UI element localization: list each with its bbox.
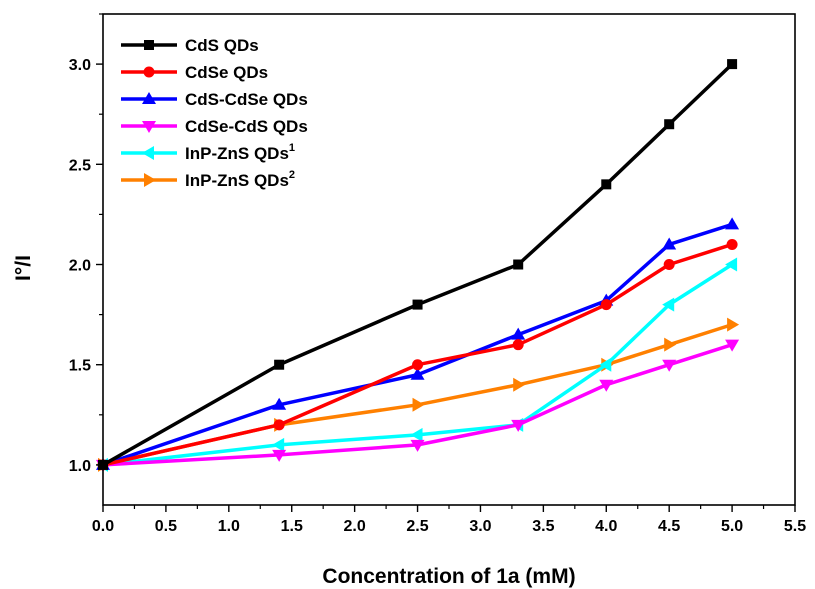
- legend-swatch-marker: [143, 66, 155, 78]
- data-point: [601, 179, 612, 190]
- x-tick-label: 0.0: [92, 518, 114, 535]
- series-layer: [96, 59, 740, 472]
- legend-swatch-marker: [144, 40, 154, 50]
- legend-label-superscript: 1: [289, 142, 295, 154]
- axes-layer: 0.0 0.5 1.0 1.5 2.0 2.5 3.0 3.5 4.0 4.5 5.0 5.5 1.0 1…: [69, 13, 806, 535]
- legend-label: CdS-CdSe QDs: [185, 90, 308, 109]
- legend-label: CdSe QDs: [185, 63, 268, 82]
- data-point: [511, 419, 526, 432]
- x-tick-label: 5.5: [784, 518, 806, 535]
- data-point: [599, 357, 612, 372]
- x-tick-label: 3.0: [469, 518, 491, 535]
- data-point: [599, 379, 614, 392]
- y-axis-title: I°/I: [12, 255, 35, 281]
- legend-item-2: CdS-CdSe QDs: [121, 90, 308, 109]
- legend-label: InP-ZnS QDs1: [185, 142, 295, 163]
- legend-item-1: CdSe QDs: [121, 63, 268, 82]
- data-point: [725, 339, 740, 352]
- data-point: [272, 449, 287, 462]
- data-point: [725, 217, 740, 230]
- data-point: [412, 299, 423, 310]
- legend-label-text: CdS-CdSe QDs: [185, 90, 308, 109]
- legend-label-text: CdSe QDs: [185, 63, 268, 82]
- y-tick-label: 1.5: [69, 358, 91, 375]
- x-tick-label: 3.5: [532, 518, 554, 535]
- series-line: [102, 222, 733, 467]
- data-point: [274, 359, 285, 370]
- data-point: [272, 397, 287, 410]
- data-point: [727, 59, 738, 70]
- x-tick-label: 2.5: [406, 518, 428, 535]
- x-tick-label: 4.0: [595, 518, 617, 535]
- data-point: [273, 419, 285, 431]
- data-point: [272, 437, 285, 452]
- data-point: [662, 237, 677, 250]
- data-point: [412, 359, 424, 371]
- y-tick-label: 2.5: [69, 157, 91, 174]
- legend-label: CdS QDs: [185, 36, 259, 55]
- data-point: [410, 367, 425, 380]
- legend-item-5: InP-ZnS QDs2: [121, 169, 295, 190]
- y-tick-label: 3.0: [69, 57, 91, 74]
- data-point: [410, 427, 423, 442]
- x-tick-label: 1.5: [281, 518, 303, 535]
- data-point: [664, 337, 677, 352]
- legend-label: CdSe-CdS QDs: [185, 117, 308, 136]
- legend-label: InP-ZnS QDs2: [185, 169, 295, 190]
- x-tick-label: 1.0: [218, 518, 240, 535]
- legend-label-text: InP-ZnS QDs: [185, 171, 289, 190]
- x-tick-label: 5.0: [721, 518, 743, 535]
- x-tick-label: 0.5: [155, 518, 177, 535]
- data-point: [663, 259, 675, 271]
- data-point: [600, 299, 612, 311]
- x-axis-title: Concentration of 1a (mM): [322, 565, 575, 588]
- data-point: [512, 339, 524, 351]
- legend-label-superscript: 2: [289, 169, 295, 181]
- y-tick-label: 1.0: [69, 458, 91, 475]
- data-point: [664, 119, 675, 130]
- data-point: [725, 257, 738, 272]
- data-point: [412, 397, 425, 412]
- legend-swatch-marker: [142, 121, 156, 133]
- data-point: [513, 259, 524, 270]
- legend-item-3: CdSe-CdS QDs: [121, 117, 308, 136]
- legend-swatch-marker: [144, 173, 156, 187]
- data-point: [410, 439, 425, 452]
- data-point: [662, 297, 675, 312]
- legend-item-0: CdS QDs: [121, 36, 259, 55]
- legend-label-text: InP-ZnS QDs: [185, 144, 289, 163]
- legend-label-text: CdSe-CdS QDs: [185, 117, 308, 136]
- y-tick-label: 2.0: [69, 258, 91, 275]
- legend-label-text: CdS QDs: [185, 36, 259, 55]
- data-point: [511, 327, 526, 340]
- legend-item-4: InP-ZnS QDs1: [121, 142, 295, 163]
- data-point: [727, 317, 740, 332]
- data-point: [513, 377, 526, 392]
- x-tick-label: 4.5: [658, 518, 680, 535]
- data-point: [726, 238, 738, 250]
- legend-swatch-marker: [142, 92, 156, 104]
- legend: CdS QDs CdSe QDs CdS-CdSe QDs CdSe-CdS QDs I…: [121, 36, 308, 190]
- legend-swatch-marker: [142, 146, 154, 160]
- x-tick-label: 2.0: [344, 518, 366, 535]
- data-point: [662, 359, 677, 372]
